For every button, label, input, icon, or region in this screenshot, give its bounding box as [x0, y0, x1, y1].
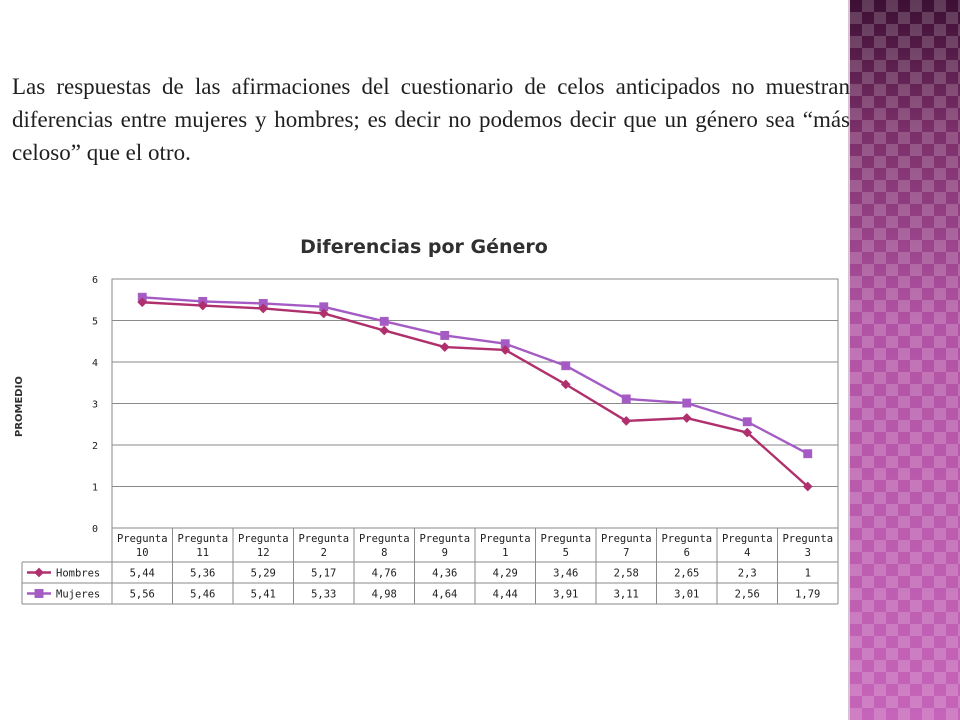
- x-tick-label: 5: [563, 547, 569, 559]
- table-value-mujeres: 2,56: [735, 589, 760, 601]
- legend-key-marker-hombres: [34, 567, 44, 578]
- table-value-hombres: 4,29: [493, 568, 518, 580]
- table-value-mujeres: 4,44: [493, 589, 518, 601]
- x-tick-label: 12: [257, 547, 270, 559]
- x-tick-label: Pregunta: [359, 533, 410, 545]
- data-point-hombres: [258, 303, 269, 314]
- series-line-hombres: [142, 301, 809, 488]
- y-tick-label: 2: [92, 441, 98, 452]
- table-value-mujeres: 1,79: [795, 589, 820, 601]
- data-point-hombres: [137, 297, 148, 308]
- data-point-hombres: [802, 481, 813, 492]
- table-value-mujeres: 3,01: [674, 589, 699, 601]
- y-tick-label: 3: [92, 400, 98, 411]
- data-point-mujeres: [379, 316, 389, 326]
- table-value-hombres: 5,29: [251, 568, 276, 580]
- x-tick-label: 2: [321, 547, 327, 559]
- legend-key-marker-mujeres: [34, 589, 44, 598]
- y-tick-label: 1: [92, 483, 98, 494]
- table-value-mujeres: 5,46: [190, 589, 215, 601]
- data-point-mujeres: [742, 417, 752, 427]
- x-tick-label: Pregunta: [722, 533, 773, 545]
- x-tick-label: 6: [684, 547, 690, 559]
- table-value-hombres: 5,44: [130, 568, 155, 580]
- x-tick-label: 7: [623, 547, 629, 559]
- data-point-mujeres: [682, 398, 692, 408]
- data-point-hombres: [197, 300, 208, 311]
- series-line-mujeres: [142, 296, 809, 455]
- x-tick-label: 4: [744, 547, 750, 559]
- table-value-hombres: 4,76: [372, 568, 397, 580]
- x-tick-label: 11: [196, 547, 209, 559]
- data-point-hombres: [318, 308, 329, 319]
- data-point-hombres: [742, 427, 753, 438]
- legend-label-mujeres: Mujeres: [56, 589, 100, 601]
- y-tick-label: 5: [92, 317, 98, 328]
- table-value-hombres: 5,36: [190, 568, 215, 580]
- table-value-hombres: 2,3: [738, 568, 757, 580]
- data-point-hombres: [681, 413, 692, 423]
- data-point-hombres: [621, 415, 632, 426]
- chart-title: Diferencias por Género: [300, 236, 548, 258]
- y-tick-label: 0: [92, 524, 98, 535]
- x-tick-label: Pregunta: [419, 533, 470, 545]
- line-chart: 0123456Pregunta10Pregunta11Pregunta12Pre…: [21, 275, 839, 605]
- table-value-mujeres: 5,33: [311, 589, 336, 601]
- x-tick-label: Pregunta: [298, 533, 349, 545]
- table-value-mujeres: 5,41: [251, 589, 276, 601]
- data-point-hombres: [439, 342, 450, 353]
- table-value-mujeres: 3,11: [614, 589, 639, 601]
- data-point-hombres: [500, 345, 511, 355]
- x-tick-label: 3: [805, 547, 811, 559]
- table-value-hombres: 2,58: [614, 568, 639, 580]
- table-value-hombres: 5,17: [311, 568, 336, 580]
- table-value-mujeres: 5,56: [130, 589, 155, 601]
- data-point-mujeres: [803, 449, 813, 459]
- x-tick-label: Pregunta: [540, 533, 591, 545]
- intro-paragraph: Las respuestas de las afirmaciones del c…: [12, 74, 850, 165]
- table-value-mujeres: 4,64: [432, 589, 457, 601]
- x-tick-label: Pregunta: [601, 533, 652, 545]
- x-tick-label: Pregunta: [480, 533, 531, 545]
- side-decorative-panel: [850, 0, 960, 720]
- x-tick-label: Pregunta: [238, 533, 289, 545]
- x-tick-label: Pregunta: [782, 533, 833, 545]
- x-tick-label: 9: [442, 547, 448, 559]
- x-tick-label: 8: [381, 547, 387, 559]
- x-tick-label: Pregunta: [177, 533, 228, 545]
- x-tick-label: Pregunta: [661, 533, 712, 545]
- legend-label-hombres: Hombres: [56, 568, 100, 580]
- x-tick-label: 1: [502, 547, 508, 559]
- data-point-mujeres: [561, 361, 571, 371]
- side-panel-edge: [848, 0, 851, 720]
- x-tick-label: Pregunta: [117, 533, 168, 545]
- table-value-hombres: 4,36: [432, 568, 457, 580]
- table-value-mujeres: 3,91: [553, 589, 578, 601]
- x-tick-label: 10: [136, 547, 149, 559]
- y-tick-label: 4: [92, 358, 98, 369]
- table-value-hombres: 3,46: [553, 568, 578, 580]
- data-point-mujeres: [440, 330, 450, 340]
- table-value-hombres: 1: [805, 568, 811, 580]
- table-value-hombres: 2,65: [674, 568, 699, 580]
- data-point-hombres: [560, 379, 571, 390]
- table-value-mujeres: 4,98: [372, 589, 397, 601]
- data-point-mujeres: [621, 394, 631, 404]
- data-point-hombres: [379, 325, 390, 336]
- y-tick-label: 6: [92, 275, 98, 286]
